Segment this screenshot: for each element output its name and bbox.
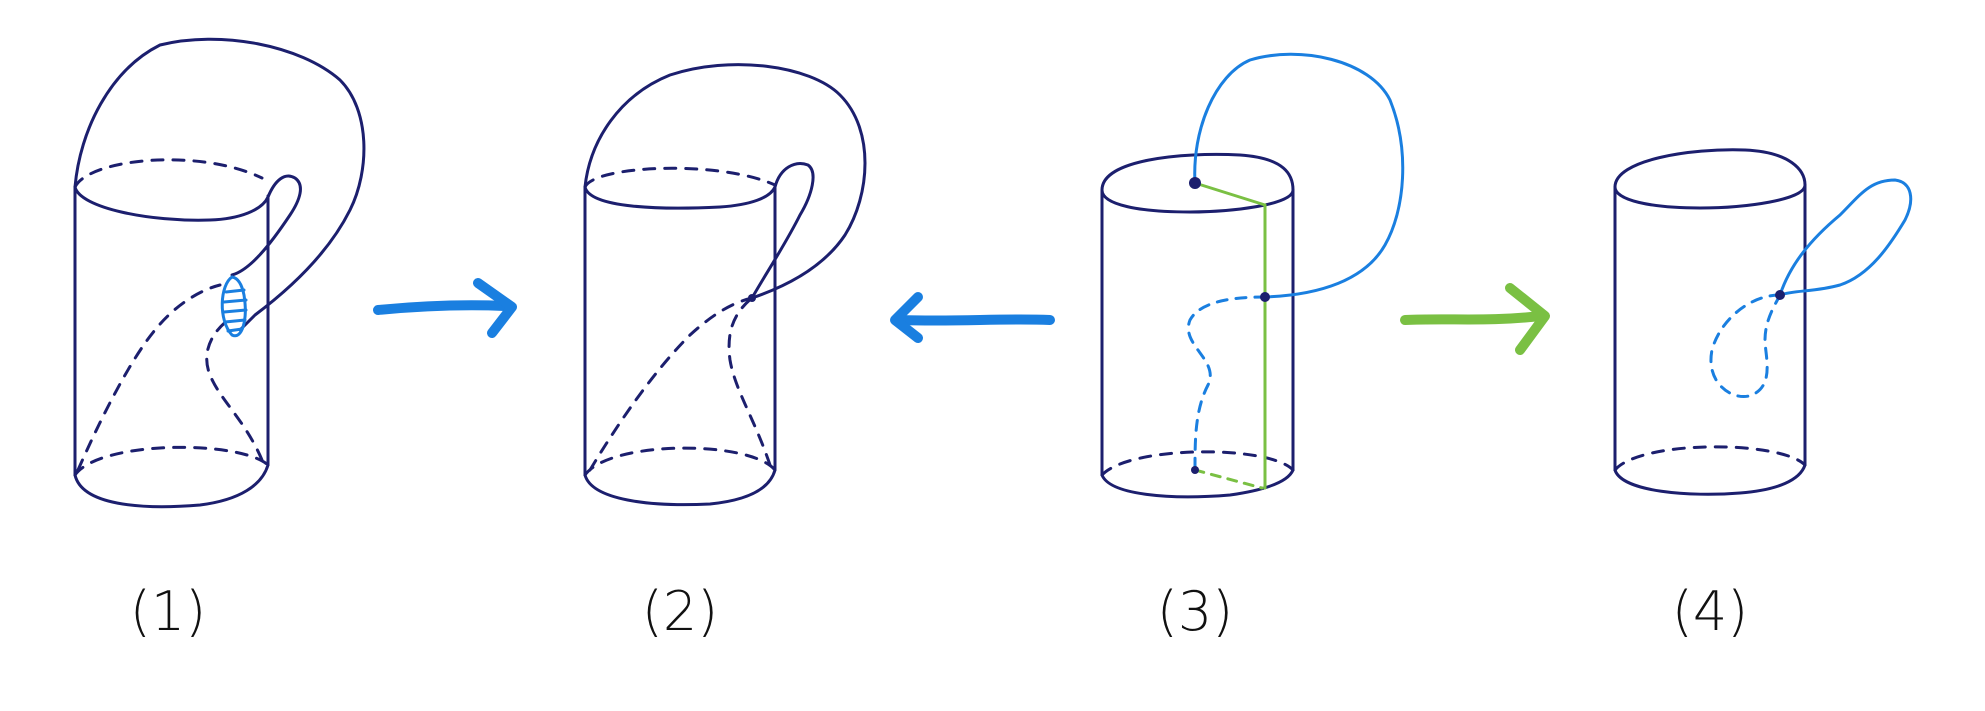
p4-bottom-front bbox=[1613, 463, 1807, 496]
p3-point-bottom bbox=[1191, 466, 1199, 474]
p2-top-back bbox=[583, 166, 777, 189]
p2-bottom-back bbox=[583, 446, 777, 477]
p2-tunnel-right bbox=[727, 296, 772, 467]
panel-1-label: (1) bbox=[130, 580, 207, 643]
panel-2-figure bbox=[583, 63, 867, 507]
p3-green-bottom bbox=[1193, 468, 1264, 490]
p4-point bbox=[1775, 290, 1785, 300]
p1-disk-hatch-4 bbox=[223, 318, 247, 324]
panel-1-figure bbox=[73, 37, 366, 509]
arrow-left-blue bbox=[890, 292, 1055, 343]
p1-disk-hatch-3 bbox=[222, 308, 248, 314]
p3-blue-inner bbox=[1186, 295, 1267, 472]
p1-handle-inner bbox=[230, 174, 302, 277]
p4-blue-loop bbox=[1778, 178, 1913, 297]
p3-blue-arc bbox=[1193, 52, 1405, 299]
p2-bottom-front bbox=[583, 468, 777, 507]
p4-bottom-back bbox=[1613, 445, 1807, 472]
p2-handle-inner bbox=[750, 162, 815, 300]
p1-top-front bbox=[73, 185, 270, 222]
arrow-2-head bbox=[890, 292, 923, 343]
p1-bottom-back bbox=[73, 445, 270, 477]
arrow-3-head bbox=[1505, 283, 1550, 355]
p1-disk-hatch-2 bbox=[222, 298, 248, 304]
p3-green-top bbox=[1193, 181, 1267, 207]
p1-disk-hatch-1 bbox=[224, 288, 246, 294]
panel-4-label: (4) bbox=[1672, 580, 1749, 643]
arrow-1-shaft bbox=[373, 300, 510, 315]
p2-top-front bbox=[583, 185, 777, 210]
p3-bottom-front bbox=[1100, 468, 1295, 499]
p3-point-top bbox=[1189, 177, 1201, 189]
p4-blue-dashed bbox=[1709, 293, 1782, 398]
p4-top-ellipse bbox=[1613, 148, 1807, 210]
p1-bottom-front bbox=[73, 463, 270, 509]
p1-disk-hatch-5 bbox=[226, 327, 244, 333]
p2-handle-outer bbox=[583, 63, 867, 300]
p1-top-back bbox=[73, 158, 264, 189]
p1-disk-outline bbox=[220, 275, 247, 338]
panel-3-label: (3) bbox=[1157, 580, 1234, 643]
arrow-1-head bbox=[473, 278, 517, 338]
arrow-2-shaft bbox=[895, 314, 1055, 326]
p2-tunnel-left bbox=[588, 296, 754, 472]
p1-handle-outer bbox=[73, 37, 366, 332]
p1-tunnel-left bbox=[76, 283, 222, 472]
panel-4-figure bbox=[1613, 148, 1913, 496]
arrow-3-shaft bbox=[1400, 311, 1545, 325]
p1-tunnel-right bbox=[205, 318, 264, 462]
arrow-right-blue bbox=[373, 278, 517, 338]
p3-point-mid bbox=[1260, 292, 1270, 302]
panel-3-figure bbox=[1100, 52, 1405, 499]
arrow-right-green bbox=[1400, 283, 1550, 355]
panel-2-label: (2) bbox=[642, 580, 719, 643]
